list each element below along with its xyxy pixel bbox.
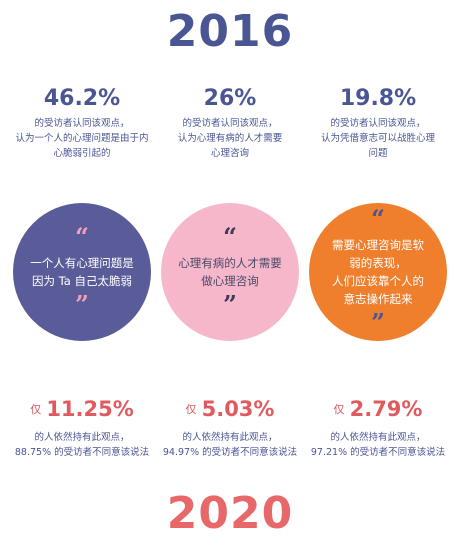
description-line: 的受访者认同该观点， [330,118,426,129]
description-line: 97.21% 的受访者不同意该说法 [310,447,446,458]
year-2016-heading: 2016 [166,6,294,57]
description-line: 94.97% 的受访者不同意该说法 [162,447,298,458]
open-quote-icon: “ [75,222,89,251]
stat-2020: 仅 5.03% [155,397,305,421]
description-line: 认为凭借意志可以战胜心理 [320,133,435,144]
quote-text: 心理有病的人才需要 做心理咨询 [174,254,286,290]
quote-line: 做心理咨询 [201,274,259,288]
close-quote-icon: ” [223,290,237,319]
stat-2020-percent: 11.25% [46,397,134,421]
description-line: 的人依然持有此观点， [34,432,130,443]
description-line: 问题 [368,148,388,159]
description-line: 认为一个人的心理问题是由于内 [15,133,149,144]
description-line: 心脆弱引起的 [53,148,111,159]
quote-line: 需要心理咨询是软 [332,238,424,252]
open-quote-icon: “ [371,204,385,233]
stat-2016-percent: 26% [203,86,257,111]
quote-line: 弱的表现， [349,256,407,270]
stat-2020-description: 的人依然持有此观点， 97.21% 的受访者不同意该说法 [303,430,453,460]
year-2020-heading: 2020 [166,488,294,539]
quote-line: 心理有病的人才需要 [178,256,282,270]
description-line: 88.75% 的受访者不同意该说法 [14,447,150,458]
stat-2016-description: 的受访者认同该观点， 认为一个人的心理问题是由于内 心脆弱引起的 [7,116,157,161]
close-quote-icon: ” [371,308,385,337]
quote-circle: “ 一个人有心理问题是 因为 Ta 自己太脆弱 ” [13,203,151,341]
close-quote-icon: ” [75,290,89,319]
stat-2020-description: 的人依然持有此观点， 94.97% 的受访者不同意该说法 [155,430,305,460]
quote-line: 一个人有心理问题是 [30,256,134,270]
stat-2016-description: 的受访者认同该观点， 认为心理有病的人才需要 心理咨询 [155,116,305,161]
stat-2020-prefix: 仅 [333,403,345,416]
stat-2016-percent: 19.8% [339,86,417,111]
quote-text: 需要心理咨询是软 弱的表现， 人们应该靠个人的 意志操作起来 [322,236,434,308]
description-line: 的人依然持有此观点， [182,432,278,443]
description-line: 的人依然持有此观点， [330,432,426,443]
quote-circle: “ 心理有病的人才需要 做心理咨询 ” [161,203,299,341]
quote-line: 人们应该靠个人的 [332,274,424,288]
stat-2020: 仅 2.79% [303,397,453,421]
stat-2020-prefix: 仅 [30,403,42,416]
description-line: 认为心理有病的人才需要 [177,133,283,144]
stat-2020-prefix: 仅 [185,403,197,416]
stat-2020-percent: 2.79% [349,397,423,421]
quote-circle: “ 需要心理咨询是软 弱的表现， 人们应该靠个人的 意志操作起来 ” [309,203,447,341]
stat-2020-percent: 5.03% [201,397,275,421]
stat-2016-percent: 46.2% [43,86,121,111]
description-line: 的受访者认同该观点， [182,118,278,129]
stat-2020-description: 的人依然持有此观点， 88.75% 的受访者不同意该说法 [7,430,157,460]
stat-2020: 仅 11.25% [7,397,157,421]
description-line: 心理咨询 [210,148,249,159]
open-quote-icon: “ [223,222,237,251]
quote-line: 因为 Ta 自己太脆弱 [32,274,132,288]
stat-2016-description: 的受访者认同该观点， 认为凭借意志可以战胜心理 问题 [303,116,453,161]
quote-text: 一个人有心理问题是 因为 Ta 自己太脆弱 [26,254,138,290]
description-line: 的受访者认同该观点， [34,118,130,129]
quote-line: 意志操作起来 [343,292,413,306]
